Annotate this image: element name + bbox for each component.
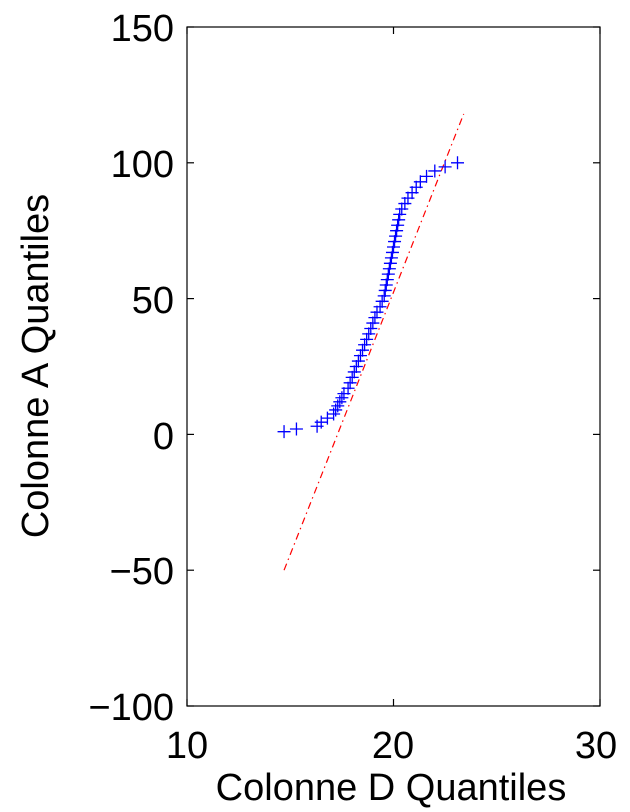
data-point — [398, 197, 412, 211]
x-axis-label: Colonne D Quantiles — [216, 767, 567, 809]
data-point — [395, 202, 409, 216]
data-point — [360, 332, 374, 346]
data-point — [341, 381, 355, 395]
data-point — [393, 207, 407, 221]
data-point — [384, 251, 398, 265]
data-point — [377, 289, 391, 303]
data-point — [413, 175, 427, 189]
y-tick-label-minus-100: −100 — [88, 687, 174, 729]
data-point — [356, 343, 370, 357]
data-point — [379, 278, 393, 292]
data-point — [277, 425, 291, 439]
axis-ticks — [186, 26, 601, 707]
data-point — [343, 376, 357, 390]
data-point — [387, 240, 400, 254]
data-point — [451, 156, 465, 170]
data-point — [390, 224, 404, 238]
data-points — [277, 156, 465, 439]
data-point — [345, 370, 359, 384]
data-point — [380, 273, 394, 287]
data-point — [353, 349, 367, 363]
y-tick-label-50: 50 — [132, 280, 174, 322]
y-tick-label-minus-50: −50 — [110, 551, 174, 593]
x-tick-label-20: 20 — [372, 725, 414, 767]
y-tick-label-150: 150 — [111, 8, 174, 50]
data-point — [428, 164, 442, 178]
data-point — [368, 311, 382, 325]
data-point — [347, 365, 361, 379]
data-point — [373, 300, 387, 314]
data-point — [349, 360, 363, 373]
data-point — [351, 354, 365, 368]
data-point — [391, 218, 405, 232]
data-point — [289, 422, 303, 436]
data-point — [388, 235, 402, 249]
data-point — [383, 256, 397, 270]
data-point — [385, 245, 399, 259]
y-tick-label-0: 0 — [153, 416, 174, 458]
data-point — [438, 160, 452, 174]
plot-area — [186, 26, 601, 707]
x-tick-label-10: 10 — [166, 725, 208, 767]
x-tick-label-30: 30 — [575, 725, 617, 767]
data-point — [378, 283, 392, 297]
data-point — [381, 267, 395, 281]
data-point — [362, 327, 376, 341]
data-point — [370, 305, 384, 319]
y-tick-label-100: 100 — [111, 144, 174, 186]
data-point — [382, 262, 396, 276]
data-point — [366, 316, 380, 330]
data-point — [420, 169, 434, 183]
data-point — [358, 338, 372, 352]
data-point — [375, 294, 389, 308]
y-axis-label: Colonne A Quantiles — [15, 194, 57, 538]
data-point — [392, 213, 406, 227]
data-point — [389, 229, 403, 243]
data-point — [364, 321, 378, 335]
